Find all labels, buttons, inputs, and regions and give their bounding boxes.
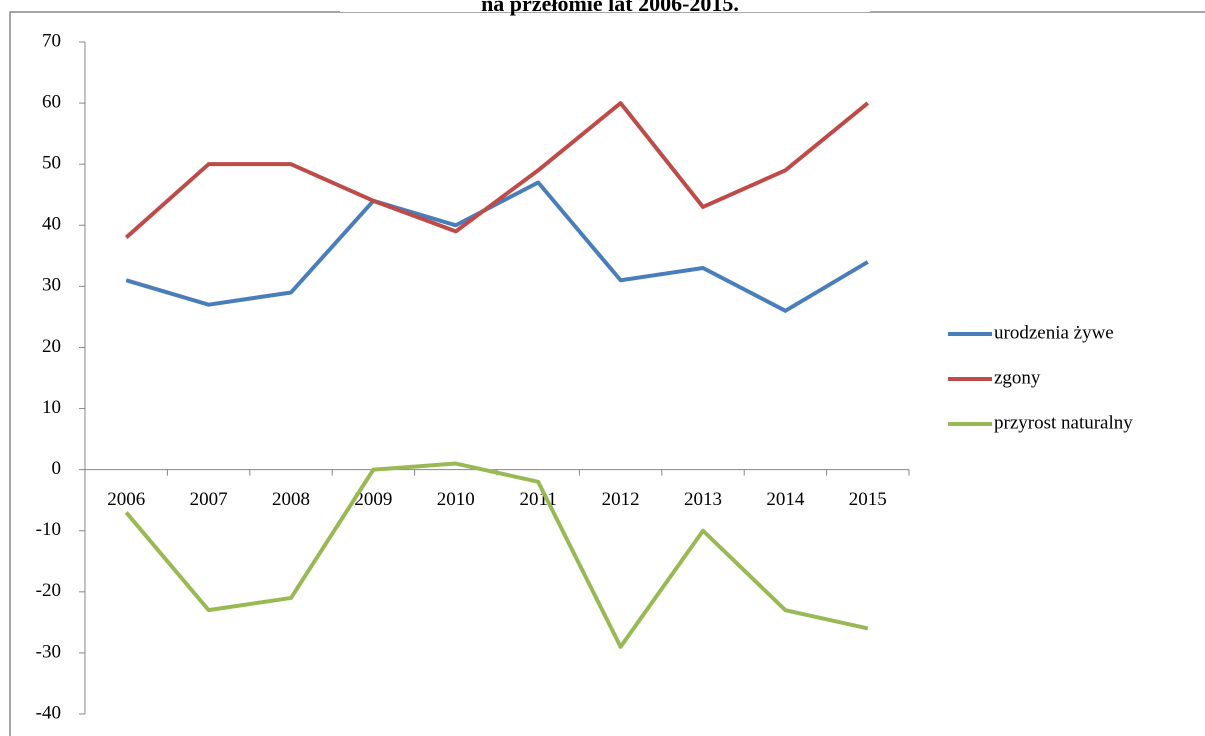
title-backdrop xyxy=(340,0,870,12)
x-tick-label: 2006 xyxy=(107,489,145,510)
x-tick-label: 2015 xyxy=(849,489,887,510)
y-tick-label: 40 xyxy=(42,214,61,235)
y-tick-label: 50 xyxy=(42,153,61,174)
y-tick-label: 0 xyxy=(52,458,62,479)
y-tick-label: -40 xyxy=(36,702,61,723)
x-tick-label: 2012 xyxy=(602,489,640,510)
y-tick-label: -30 xyxy=(36,641,61,662)
y-tick-label: 20 xyxy=(42,336,61,357)
y-tick-label: 30 xyxy=(42,275,61,296)
y-tick-label: 10 xyxy=(42,397,61,418)
x-tick-label: 2009 xyxy=(354,489,392,510)
line-series xyxy=(124,101,870,239)
legend-label: urodzenia żywe xyxy=(994,322,1114,343)
y-tick-label: -10 xyxy=(36,519,61,540)
x-tick-label: 2008 xyxy=(272,489,310,510)
legend-label: przyrost naturalny xyxy=(994,412,1133,433)
x-tick-label: 2010 xyxy=(437,489,475,510)
y-tick-label: -20 xyxy=(36,580,61,601)
y-tick-label: 60 xyxy=(42,91,61,112)
line-series xyxy=(125,180,869,313)
y-tick-label: 70 xyxy=(42,30,61,51)
x-tick-label: 2013 xyxy=(684,489,722,510)
line-series xyxy=(124,461,869,649)
chart-title: na przełomie lat 2006-2015. xyxy=(481,0,739,16)
x-tick-label: 2014 xyxy=(766,489,805,510)
x-tick-label: 2007 xyxy=(190,489,228,510)
legend-label: zgony xyxy=(994,367,1041,388)
